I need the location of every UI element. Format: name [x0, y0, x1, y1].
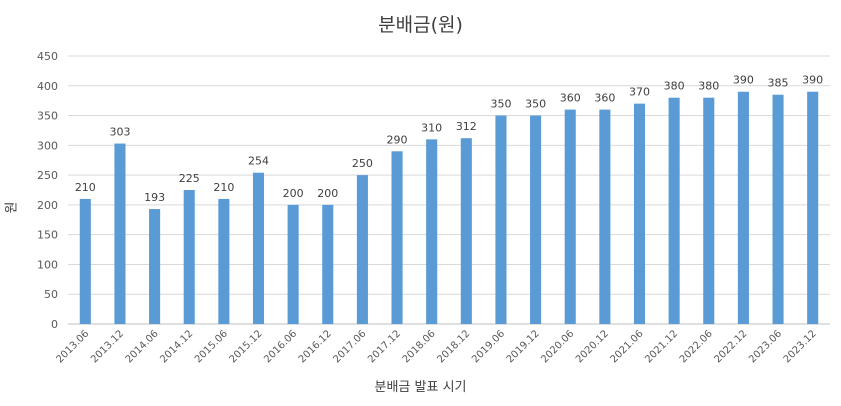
x-tick-label: 2013.06 [54, 328, 91, 365]
y-tick-label: 450 [37, 50, 58, 63]
x-tick-label: 2018.06 [401, 328, 438, 365]
x-tick-label: 2015.06 [193, 328, 230, 365]
data-label: 350 [525, 98, 546, 111]
bar [426, 139, 438, 324]
y-tick-label: 100 [37, 258, 58, 271]
bar [79, 198, 91, 324]
x-tick-label: 2016.12 [297, 328, 334, 365]
x-tick-label: 2021.12 [643, 328, 680, 365]
bar [599, 109, 611, 324]
data-label: 193 [144, 191, 165, 204]
y-tick-label: 0 [51, 318, 58, 331]
x-axis-label: 분배금 발표 시기 [374, 380, 467, 395]
x-tick-label: 2018.12 [435, 328, 472, 365]
data-label: 303 [109, 126, 130, 139]
data-label: 360 [594, 92, 615, 105]
x-tick-label: 2020.06 [539, 328, 576, 365]
x-tick-label: 2020.12 [574, 328, 611, 365]
bar [737, 91, 749, 324]
bar [356, 175, 368, 324]
data-label: 380 [698, 80, 719, 93]
x-tick-label: 2022.06 [678, 328, 715, 365]
bar [391, 151, 403, 324]
bar [322, 204, 334, 324]
x-tick-label: 2019.12 [505, 328, 542, 365]
x-tick-label: 2014.12 [158, 328, 195, 365]
data-label: 380 [664, 80, 685, 93]
x-tick-label: 2023.06 [747, 328, 784, 365]
y-tick-label: 50 [44, 288, 58, 301]
y-tick-label: 350 [37, 110, 58, 123]
bar [807, 91, 819, 324]
y-tick-label: 400 [37, 80, 58, 93]
data-label: 390 [733, 74, 754, 87]
bar [149, 209, 161, 324]
y-tick-label: 250 [37, 169, 58, 182]
bar [114, 143, 126, 324]
bar [564, 109, 576, 324]
data-label: 250 [352, 157, 373, 170]
x-tick-label: 2015.12 [228, 328, 265, 365]
x-tick-label: 2019.06 [470, 328, 507, 365]
x-tick-label: 2016.06 [262, 328, 299, 365]
y-tick-label: 300 [37, 139, 58, 152]
data-label: 390 [802, 74, 823, 87]
data-label: 200 [283, 187, 304, 200]
bar [287, 204, 299, 324]
bar [633, 103, 646, 325]
data-label: 210 [75, 181, 96, 194]
data-label: 290 [387, 133, 408, 146]
data-label: 360 [560, 92, 581, 105]
data-label: 310 [421, 121, 442, 134]
x-tick-label: 2017.12 [366, 328, 403, 365]
x-tick-label: 2022.12 [713, 328, 750, 365]
x-tick-label: 2013.12 [89, 328, 126, 365]
x-tick-label: 2023.12 [782, 328, 819, 365]
data-label: 350 [490, 98, 511, 111]
bar [252, 172, 265, 324]
bar [460, 138, 472, 324]
bar [530, 115, 542, 324]
data-label: 385 [768, 77, 789, 90]
chart-title: 분배금(원) [378, 14, 463, 36]
bar [668, 97, 680, 324]
data-label: 370 [629, 86, 650, 99]
data-label: 210 [213, 181, 234, 194]
y-tick-label: 200 [37, 199, 58, 212]
bar [218, 198, 230, 324]
data-label: 254 [248, 155, 269, 168]
x-tick-label: 2017.06 [332, 328, 369, 365]
data-label: 200 [317, 187, 338, 200]
bar [703, 97, 715, 324]
bar [183, 190, 195, 324]
x-tick-label: 2014.06 [124, 328, 161, 365]
data-label: 312 [456, 120, 477, 133]
bar [772, 94, 784, 324]
data-label: 225 [179, 172, 200, 185]
y-tick-label: 150 [37, 229, 58, 242]
bar [495, 115, 507, 324]
x-tick-label: 2021.06 [609, 328, 646, 365]
